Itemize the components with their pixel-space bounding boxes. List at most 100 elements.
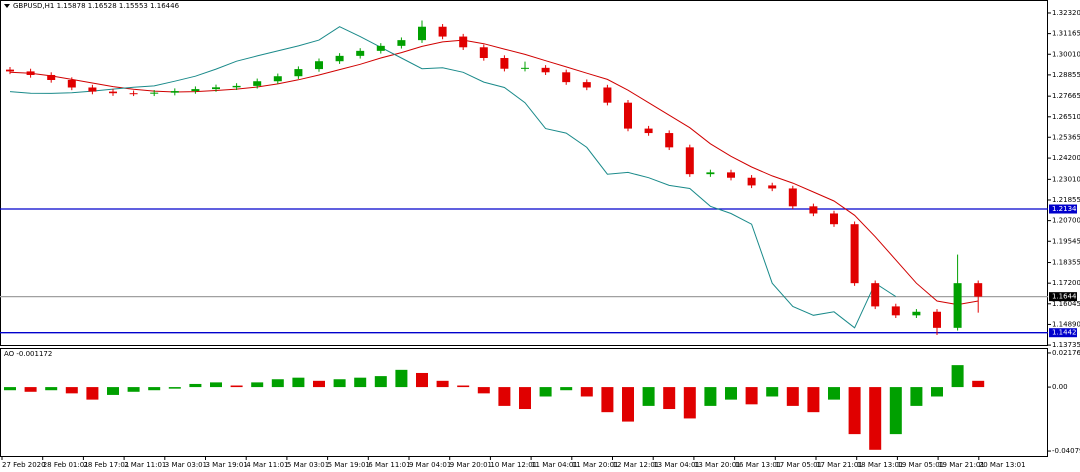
x-tick-label: 6 Mar 11:01 [368,461,410,469]
candle-body [665,133,674,148]
ao-bar [24,387,37,392]
candle-body [974,283,983,297]
ao-bar [951,365,964,388]
y-tick-label: 1.16045 [1052,300,1080,308]
main-frame [0,0,1048,346]
candle-body [191,89,200,92]
candle-body [747,177,756,186]
ao-bar [374,376,387,388]
ao-bar [416,372,428,388]
x-tick-label: 10 Mar 12:01 [490,461,537,469]
ao-tick-label: 0.021765 [1052,349,1080,357]
ao-bar [889,387,902,435]
indicator-line [9,26,897,329]
candle-body [47,74,56,80]
ao-bar [65,387,78,394]
ao-bar [683,387,696,419]
ao-bar [457,385,470,388]
candle-body [521,67,529,69]
candle-body [253,81,262,86]
x-tick-label: 4 Mar 11:01 [246,461,288,469]
y-tick-label: 1.28855 [1052,71,1080,79]
ao-bar [807,387,820,413]
y-tick-label: 1.20700 [1052,217,1080,225]
y-tick-label: 1.21855 [1052,196,1080,204]
ao-bar [271,379,284,388]
candle-body [727,172,735,178]
y-tick-label: 1.27665 [1052,92,1080,100]
candle-body [644,128,653,134]
candle-body [26,71,35,75]
candle-body [232,85,241,88]
candle-body [356,50,365,56]
ao-bar [560,387,573,391]
y-tick-label: 1.30010 [1052,50,1080,58]
price-label: 1.14428 [1052,329,1080,337]
ao-bar [642,387,655,406]
ao-bar [148,387,161,391]
y-tick-label: 1.17200 [1052,279,1080,287]
ao-bar [704,387,717,406]
candle-body [150,92,159,94]
ao-bar [725,387,737,400]
x-tick-label: 16 Mar 13:01 [735,461,782,469]
x-tick-label: 28 Feb 01:01 [43,461,89,469]
ao-bar [663,387,676,410]
y-tick-label: 1.31165 [1052,30,1080,38]
x-tick-label: 12 Mar 12:01 [613,461,660,469]
x-tick-label: 13 Mar 04:01 [653,461,700,469]
y-tick-label: 1.26510 [1052,113,1080,121]
ao-bar [210,382,222,388]
x-tick-label: 13 Mar 20:01 [694,461,741,469]
ao-bar [828,387,840,400]
candle-body [624,102,632,129]
candle-body [67,79,76,88]
x-tick-label: 20 Mar 13:01 [979,461,1026,469]
ao-bar [292,377,305,388]
price-label-box [1049,328,1077,338]
price-label-box [1049,204,1077,214]
price-label-box [1049,292,1077,302]
candle-body [706,172,715,175]
menu-triangle [4,4,10,8]
ao-bar [745,387,758,405]
ao-bar [848,387,861,435]
price-label: 1.16446 [1052,293,1080,301]
y-tick-label: 1.24200 [1052,154,1080,162]
candle-body [562,72,571,83]
x-tick-label: 11 Mar 04:01 [531,461,578,469]
price-label: 1.21349 [1052,205,1080,213]
x-tick-label: 5 Mar 03:01 [287,461,329,469]
x-tick-label: 28 Feb 17:01 [83,461,129,469]
ao-bar [127,387,140,392]
ao-bar [786,387,799,406]
x-tick-label: 19 Mar 05:01 [897,461,944,469]
candle-body [788,188,797,207]
x-tick-label: 3 Mar 03:01 [165,461,207,469]
ao-bar [168,387,181,389]
ao-tick-label: -0.040795 [1052,447,1080,455]
chart-title: GBPUSD,H1 1.15878 1.16528 1.15553 1.1644… [13,2,180,10]
candle-body [933,311,941,328]
x-tick-label: 27 Feb 2020 [2,461,46,469]
y-tick-label: 1.23010 [1052,175,1080,183]
candle-body [768,185,777,189]
candle-body [850,224,859,284]
ao-bar [395,369,408,388]
x-tick-label: 9 Mar 04:01 [409,461,451,469]
ao-bar [931,387,943,397]
ao-bar [189,383,202,388]
y-tick-label: 1.19545 [1052,237,1080,245]
candle-body [953,283,962,328]
y-tick-label: 1.14890 [1052,320,1080,328]
x-tick-label: 19 Mar 21:01 [938,461,985,469]
x-tick-label: 3 Mar 19:01 [206,461,248,469]
ao-bar [436,380,449,388]
candle-body [212,87,220,90]
ao-bar [972,380,985,388]
candle-body [912,311,921,316]
x-tick-label: 11 Mar 20:01 [572,461,619,469]
ao-tick-label: 0.00 [1052,383,1068,391]
ao-bar [519,387,531,410]
